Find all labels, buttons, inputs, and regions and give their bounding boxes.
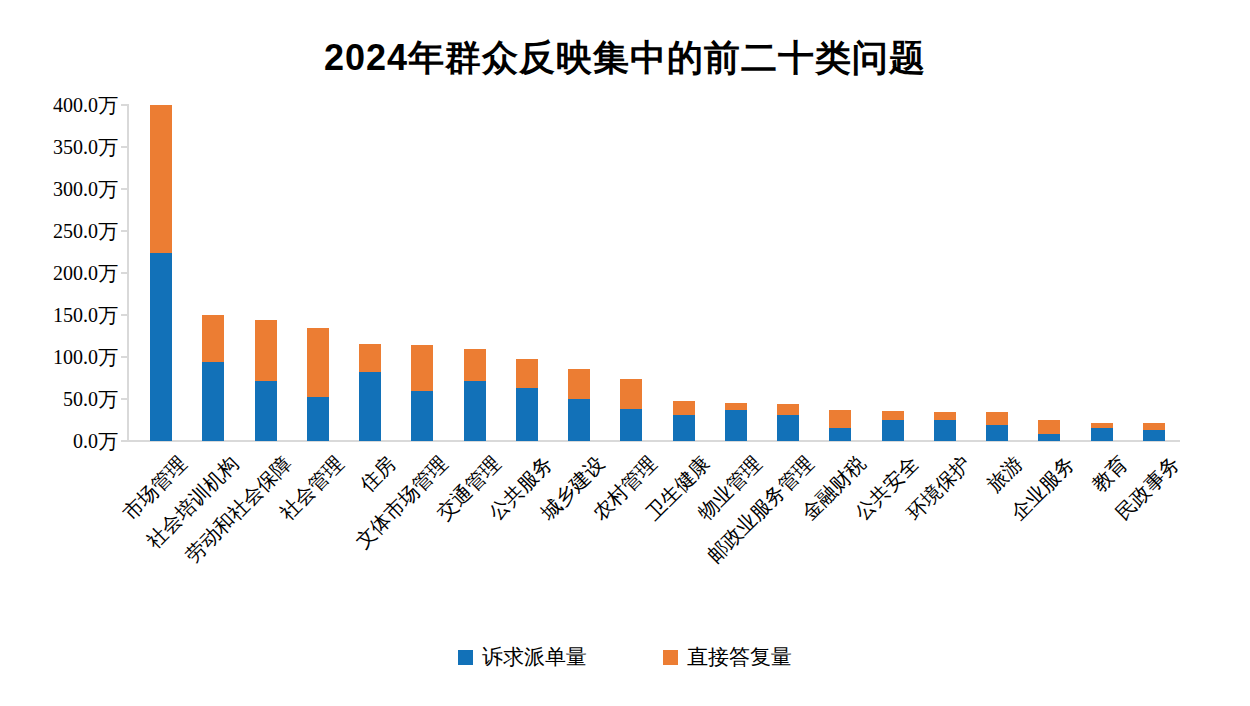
bar-segment-直接答复量-公共服务: [516, 359, 538, 388]
bar-segment-诉求派单量-城乡建设: [568, 399, 590, 441]
y-tick-label: 50.0万: [8, 389, 118, 409]
bar-segment-直接答复量-民政事务: [1143, 423, 1165, 430]
legend-swatch-icon: [458, 650, 473, 665]
y-axis-tick: [121, 230, 127, 232]
y-tick-label: 350.0万: [8, 137, 118, 157]
bar-segment-直接答复量-社会培训机构: [202, 315, 224, 362]
bar-segment-直接答复量-文体市场管理: [411, 345, 433, 390]
bar-segment-诉求派单量-社会管理: [307, 397, 329, 441]
bar-segment-诉求派单量-卫生健康: [673, 415, 695, 441]
bar-segment-直接答复量-城乡建设: [568, 369, 590, 399]
bar-segment-直接答复量-住房: [359, 344, 381, 372]
legend-item: 诉求派单量: [458, 646, 587, 668]
y-axis-tick: [121, 356, 127, 358]
bar-segment-诉求派单量-旅游: [986, 425, 1008, 441]
bar-segment-直接答复量-交通管理: [464, 349, 486, 381]
bar-segment-诉求派单量-环境保护: [934, 420, 956, 441]
legend-swatch-icon: [663, 650, 678, 665]
bar-segment-直接答复量-农村管理: [620, 379, 642, 409]
legend-label: 诉求派单量: [482, 646, 587, 668]
y-tick-label: 250.0万: [8, 221, 118, 241]
bar-segment-直接答复量-物业管理: [725, 403, 747, 410]
y-axis-tick: [121, 440, 127, 442]
y-axis-line: [127, 104, 129, 442]
y-axis-tick: [121, 314, 127, 316]
bar-segment-直接答复量-市场管理: [150, 105, 172, 253]
legend-item: 直接答复量: [663, 646, 792, 668]
stacked-bar-chart: 2024年群众反映集中的前二十类问题 0.0万 50.0万 100.0万 150.0万…: [0, 0, 1250, 706]
bar-segment-诉求派单量-民政事务: [1143, 430, 1165, 441]
bar-segment-诉求派单量-公共安全: [882, 420, 904, 441]
x-axis-line: [127, 440, 1180, 442]
y-tick-label: 400.0万: [8, 95, 118, 115]
bar-segment-诉求派单量-交通管理: [464, 381, 486, 441]
y-tick-label: 300.0万: [8, 179, 118, 199]
bar-segment-诉求派单量-市场管理: [150, 253, 172, 441]
bar-segment-诉求派单量-文体市场管理: [411, 391, 433, 441]
bar-segment-直接答复量-劳动和社会保障: [255, 320, 277, 380]
bar-segment-诉求派单量-社会培训机构: [202, 362, 224, 441]
bar-segment-直接答复量-社会管理: [307, 328, 329, 397]
y-tick-label: 200.0万: [8, 263, 118, 283]
x-axis-label: 社会培训机构: [142, 452, 242, 552]
bar-segment-诉求派单量-住房: [359, 372, 381, 441]
bar-segment-直接答复量-卫生健康: [673, 401, 695, 415]
bar-segment-诉求派单量-劳动和社会保障: [255, 381, 277, 441]
bar-segment-诉求派单量-邮政业服务管理: [777, 415, 799, 441]
y-tick-label: 100.0万: [8, 347, 118, 367]
bar-segment-诉求派单量-公共服务: [516, 388, 538, 441]
bar-segment-直接答复量-环境保护: [934, 412, 956, 420]
y-axis-tick: [121, 104, 127, 106]
x-axis-label: 旅游: [983, 452, 1027, 496]
legend: 诉求派单量 直接答复量: [0, 646, 1250, 668]
bar-segment-诉求派单量-金融财税: [829, 428, 851, 441]
bar-segment-直接答复量-教育: [1091, 423, 1113, 429]
y-tick-label: 0.0万: [8, 431, 118, 451]
y-axis-tick: [121, 188, 127, 190]
bar-segment-直接答复量-旅游: [986, 412, 1008, 425]
bar-segment-直接答复量-企业服务: [1038, 420, 1060, 434]
y-axis-tick: [121, 146, 127, 148]
y-tick-label: 150.0万: [8, 305, 118, 325]
x-axis-label: 教育: [1087, 452, 1131, 496]
y-axis-tick: [121, 272, 127, 274]
legend-label: 直接答复量: [687, 646, 792, 668]
bar-segment-直接答复量-公共安全: [882, 411, 904, 420]
bar-segment-直接答复量-金融财税: [829, 410, 851, 428]
bar-segment-诉求派单量-企业服务: [1038, 434, 1060, 441]
chart-title: 2024年群众反映集中的前二十类问题: [0, 34, 1250, 83]
bar-segment-直接答复量-邮政业服务管理: [777, 404, 799, 415]
bar-segment-诉求派单量-教育: [1091, 428, 1113, 441]
x-axis-label: 住房: [356, 452, 400, 496]
bar-segment-诉求派单量-农村管理: [620, 409, 642, 441]
y-axis-tick: [121, 398, 127, 400]
bar-segment-诉求派单量-物业管理: [725, 410, 747, 441]
